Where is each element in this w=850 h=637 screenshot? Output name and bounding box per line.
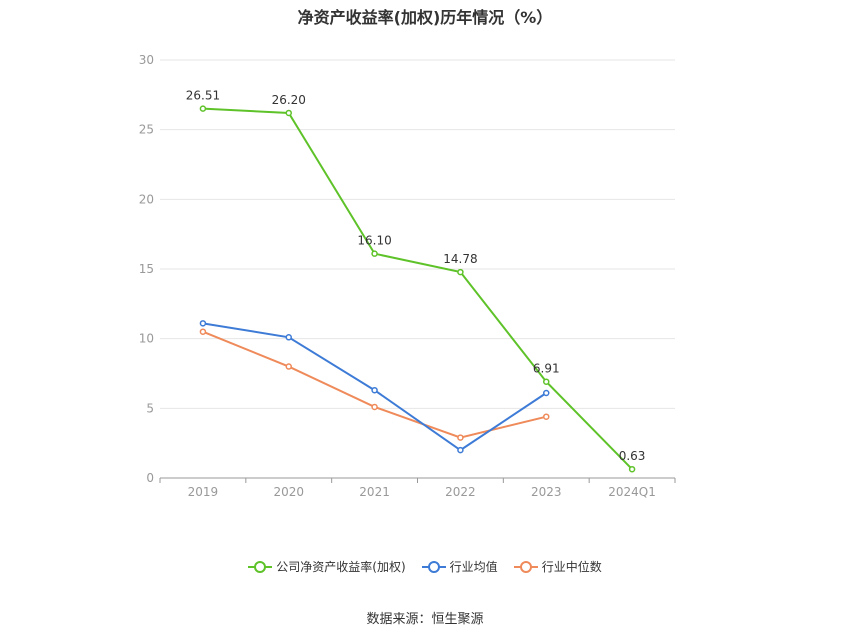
y-tick-label: 30 <box>139 53 154 67</box>
data-point <box>199 328 207 335</box>
x-tick-label: 2023 <box>531 485 562 499</box>
y-tick-label: 20 <box>139 192 154 206</box>
data-point <box>285 334 292 341</box>
legend-line-circle-icon <box>513 560 538 573</box>
data-point <box>457 446 464 454</box>
data-label: 26.20 <box>272 93 306 107</box>
x-tick-label: 2024Q1 <box>608 485 656 499</box>
legend-label: 公司净资产收益率(加权) <box>276 560 406 574</box>
data-point <box>543 378 550 385</box>
data-label: 16.10 <box>357 234 391 248</box>
y-tick-label: 25 <box>139 123 154 137</box>
y-tick-label: 15 <box>139 262 154 276</box>
series-line <box>202 107 633 470</box>
data-point <box>285 109 292 117</box>
data-label: 14.78 <box>443 252 477 266</box>
line-chart: 0 5 10 15 20 25 30 2019 2020 2021 2022 2023 2024Q1 2… <box>139 53 676 499</box>
data-point <box>371 250 378 257</box>
axes: 0 5 10 15 20 25 30 2019 2020 2021 2022 2023 2024Q1 <box>139 53 676 499</box>
data-labels: 26.51 26.20 16.10 14.78 6.91 0.63 <box>186 89 646 464</box>
data-source-note: 数据来源：恒生聚源 <box>366 612 484 627</box>
x-tick-label: 2020 <box>273 485 304 499</box>
series-line <box>202 330 547 439</box>
series-line <box>202 322 547 452</box>
data-label: 6.91 <box>533 362 560 376</box>
y-tick-label: 10 <box>139 332 154 346</box>
y-tick-label: 0 <box>146 471 154 485</box>
gridlines <box>160 59 675 409</box>
x-tick-label: 2022 <box>445 485 476 499</box>
data-point <box>543 389 550 397</box>
legend-line-circle-icon <box>248 560 273 573</box>
series-lines <box>199 105 636 473</box>
data-point <box>199 105 207 112</box>
data-point <box>457 268 464 276</box>
x-tick-label: 2019 <box>188 485 219 499</box>
legend-line-circle-icon <box>421 560 446 573</box>
data-label: 26.51 <box>186 89 220 103</box>
legend-item[interactable]: 公司净资产收益率(加权) <box>248 558 406 575</box>
legend: 公司净资产收益率(加权) 行业均值 行业中位数 <box>0 558 850 575</box>
data-point <box>371 403 378 411</box>
data-point <box>371 386 378 394</box>
chart-title: 净资产收益率(加权)历年情况（%） <box>297 8 553 27</box>
data-point <box>543 413 550 420</box>
legend-label: 行业中位数 <box>541 560 602 574</box>
data-point <box>285 363 292 370</box>
legend-item[interactable]: 行业均值 <box>421 558 498 575</box>
x-tick-label: 2021 <box>359 485 390 499</box>
data-point <box>457 434 464 441</box>
y-tick-label: 5 <box>146 401 154 415</box>
data-point <box>628 465 636 473</box>
legend-item[interactable]: 行业中位数 <box>513 558 602 575</box>
data-label: 0.63 <box>619 449 646 463</box>
data-point <box>199 320 207 327</box>
legend-label: 行业均值 <box>449 560 498 574</box>
